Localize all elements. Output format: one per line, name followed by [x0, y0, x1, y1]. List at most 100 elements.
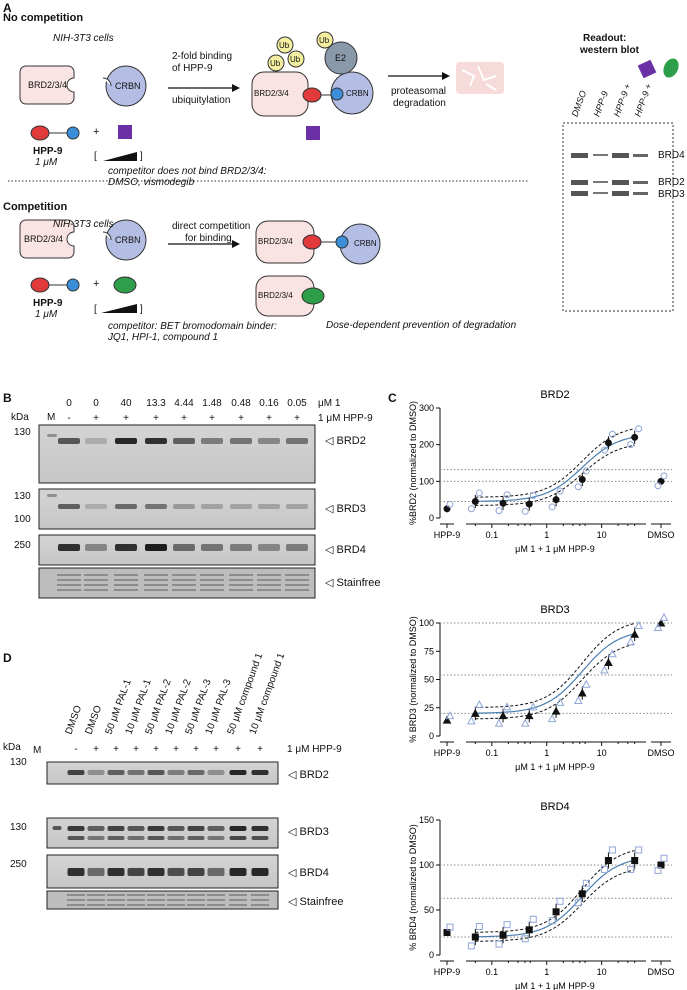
ub-3: Ub — [270, 59, 281, 68]
d-stain-9-1 — [251, 899, 269, 901]
degradation-2: degradation — [393, 98, 446, 109]
d-brd4-band-7 — [207, 868, 225, 876]
b-stain-4-3 — [172, 589, 196, 591]
point-2-0 — [471, 933, 479, 941]
ci-upper-2 — [475, 850, 635, 933]
d-marker-band-1 — [52, 826, 62, 830]
panel-d-label-brd3: ◁ BRD3 — [288, 826, 329, 838]
rep-lo-2-6 — [627, 865, 635, 873]
x-tick-label-0-1: 0.1 — [486, 530, 499, 540]
b-stain-3-2 — [144, 584, 168, 586]
rep-hi-2-3 — [556, 897, 564, 905]
d-brd3b-band-8 — [229, 836, 247, 840]
rep-hi-2-2 — [529, 915, 537, 923]
d-stain-7-2 — [207, 904, 225, 906]
b-stain-5-1 — [200, 579, 224, 581]
rep-hi-0-5 — [608, 430, 616, 438]
y-tick-label-2-3: 150 — [419, 815, 434, 825]
cells-label-2: NIH-3T3 cells — [53, 219, 114, 230]
crbn-label-comp: CRBN — [354, 239, 377, 248]
d-stain-0-2 — [67, 904, 85, 906]
b-stain-7-0 — [257, 574, 281, 576]
point-0-2 — [525, 500, 533, 508]
rep-hi-1-1 — [502, 702, 512, 711]
y-tick-label-2-2: 100 — [419, 860, 434, 870]
panel-b-conc-8: 0.05 — [287, 398, 307, 409]
b-stain-2-3 — [114, 589, 138, 591]
panel-b-conc-4: 4.44 — [174, 398, 194, 409]
blot-d-brd3 — [46, 817, 279, 849]
y-tick-label-2-1: 50 — [424, 905, 434, 915]
x-label-2: μM 1 + 1 μM HPP-9 — [515, 981, 595, 990]
point-1-0 — [470, 708, 480, 717]
d-stain-6-2 — [187, 904, 205, 906]
d-brd2-band-0 — [67, 770, 85, 775]
arrow1-top2: of HPP-9 — [172, 63, 213, 74]
point-2-1 — [499, 931, 507, 939]
d-brd3a-band-6 — [187, 826, 205, 831]
x-tick-label-1-4: DMSO — [648, 748, 675, 758]
y-tick-label-0-1: 100 — [419, 476, 434, 486]
d-stain-4-0 — [147, 894, 165, 896]
d-brd3a-band-7 — [207, 826, 225, 831]
panel-d-hpp-2: + — [113, 744, 119, 755]
b-brd4-band-4 — [173, 544, 195, 551]
d-stain-9-2 — [251, 904, 269, 906]
b-stain-3-1 — [144, 579, 168, 581]
rep-hi-2-0 — [475, 922, 483, 930]
d-brd3b-band-1 — [87, 836, 105, 840]
rep-hi-2-4 — [582, 879, 590, 887]
hpp9-rep-1 — [445, 711, 455, 720]
point-2-3 — [552, 908, 560, 916]
d-brd2-band-2 — [107, 770, 125, 775]
x-tick-label-1-1: 0.1 — [486, 748, 499, 758]
panel-b-marker-100: 100 — [14, 514, 31, 525]
rep-lo-2-0 — [467, 942, 475, 950]
rep-lo-1-5 — [600, 665, 609, 674]
ci-upper-1 — [475, 622, 635, 708]
panel-b-conc-0: 0 — [66, 398, 72, 409]
rep-hi-2-5 — [608, 846, 616, 854]
b-stain-4-1 — [172, 579, 196, 581]
rep-lo-1-6 — [626, 637, 636, 646]
b-stain-6-0 — [229, 574, 253, 576]
rep-hi-2-1 — [503, 921, 511, 929]
point-0-6 — [631, 433, 639, 441]
fit-curve-1 — [475, 633, 635, 714]
d-stain-9-0 — [251, 894, 269, 896]
b-stain-0-3 — [57, 589, 81, 591]
blot-b-brd2 — [38, 424, 316, 484]
panel-d-hpp-4: + — [153, 744, 159, 755]
d-brd3b-band-2 — [107, 836, 125, 840]
crbn-label-top: CRBN — [115, 81, 141, 91]
degradation-1: proteasomal — [391, 86, 447, 97]
competitor-yes-2: JQ1, HPI-1, compound 1 — [108, 332, 219, 343]
panel-b-conc-7: 0.16 — [259, 398, 279, 409]
b-stain-1-2 — [84, 584, 108, 586]
panel-b-marker-130b: 130 — [14, 491, 31, 502]
competitor-no-2: DMSO, vismodegib — [108, 177, 195, 188]
d-brd2-band-4 — [147, 770, 165, 775]
d-stain-4-1 — [147, 899, 165, 901]
panel-b-label-brd4: ◁ BRD4 — [325, 544, 366, 556]
b-stain-3-3 — [144, 589, 168, 591]
d-stain-6-1 — [187, 899, 205, 901]
brd-label-top: BRD2/3/4 — [28, 80, 68, 90]
panel-d-label-brd2: ◁ BRD2 — [288, 769, 329, 781]
rep-hi-0-6 — [635, 425, 643, 433]
panel-b-hpp-1: + — [93, 413, 99, 424]
x-tick-label-2-3: 10 — [597, 967, 607, 977]
d-brd2-band-7 — [207, 770, 225, 775]
panel-b-kda: kDa — [11, 412, 29, 423]
chart-title-2: BRD4 — [540, 801, 569, 813]
ci-lower-1 — [475, 643, 635, 720]
y-label-1: % BRD3 (normalized to DMSO) — [408, 616, 418, 743]
b-brd3-band-3 — [145, 504, 167, 509]
point-0-4 — [578, 476, 586, 483]
panel-d-kda: kDa — [3, 742, 21, 753]
ub-2: Ub — [290, 55, 301, 64]
panel-b-conc-unit: μM 1 — [318, 398, 341, 409]
point-1-4 — [577, 688, 587, 697]
d-brd3a-band-0 — [67, 826, 85, 831]
